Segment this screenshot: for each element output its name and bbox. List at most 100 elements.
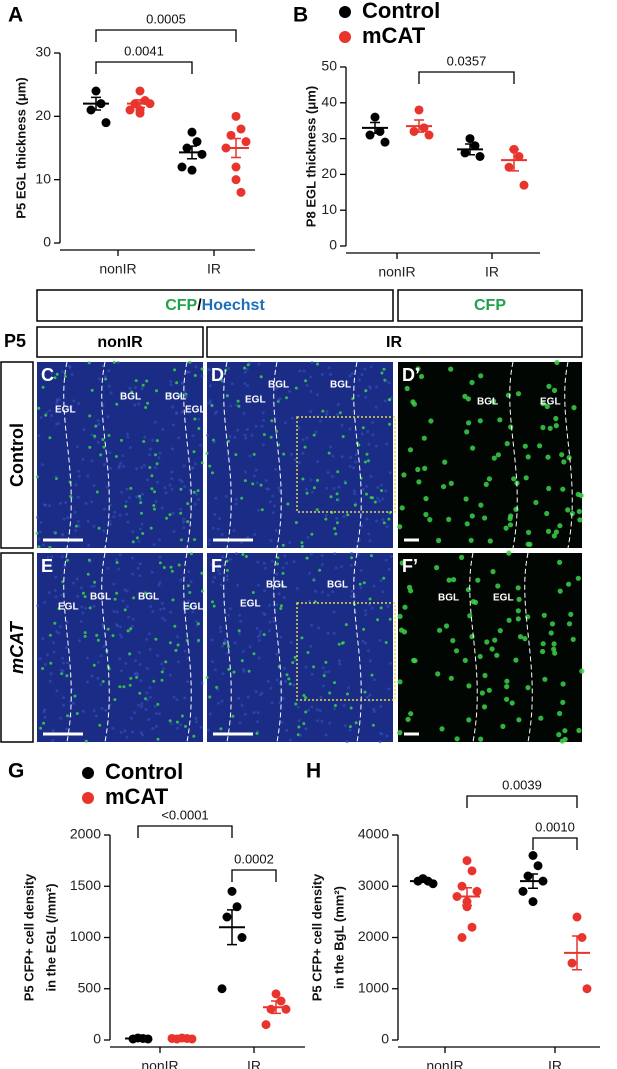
cell <box>554 359 560 366</box>
sem-bar <box>177 1037 187 1040</box>
cell <box>211 600 214 604</box>
significance-bracket <box>231 869 277 882</box>
significance-bracket <box>466 795 578 808</box>
cell <box>515 585 521 591</box>
cell <box>69 495 73 498</box>
cell <box>41 637 45 640</box>
cell <box>405 716 411 722</box>
cell <box>81 611 85 615</box>
cell <box>316 719 320 723</box>
cell <box>130 390 134 394</box>
cell <box>448 366 454 372</box>
cell <box>129 486 133 490</box>
data-point <box>125 105 135 115</box>
cell <box>275 678 279 682</box>
cell <box>270 419 274 423</box>
cell <box>169 380 173 383</box>
cell <box>513 657 519 663</box>
cell <box>156 480 160 484</box>
cell <box>212 440 216 444</box>
cell <box>182 464 186 468</box>
cell <box>517 634 524 640</box>
cell <box>200 367 204 371</box>
cell <box>93 580 97 584</box>
cell <box>93 434 97 438</box>
cell <box>188 591 192 594</box>
region-label: EGL <box>245 395 266 406</box>
cell <box>210 404 214 408</box>
cell <box>362 627 366 631</box>
cell <box>247 603 251 607</box>
cell <box>385 442 389 446</box>
data-point <box>192 137 202 147</box>
cell <box>486 687 492 693</box>
cell <box>227 439 230 443</box>
cell <box>153 420 157 424</box>
cell <box>130 556 134 560</box>
cell <box>87 558 91 562</box>
cell <box>384 558 388 562</box>
cell <box>211 526 215 530</box>
cell <box>545 454 551 460</box>
cell <box>81 591 85 595</box>
cell <box>446 577 452 583</box>
micrograph-panel: F’ BGL EGL <box>397 550 585 744</box>
cell <box>224 641 228 645</box>
cell <box>88 414 92 418</box>
cell <box>215 410 218 414</box>
sem-bar <box>133 1037 143 1040</box>
cell <box>145 667 149 670</box>
cell <box>314 430 318 434</box>
cell <box>289 641 293 645</box>
cell <box>171 447 174 451</box>
cell <box>88 606 92 610</box>
cell <box>139 731 143 735</box>
image <box>37 553 203 742</box>
cell <box>389 661 393 665</box>
cell <box>236 583 240 587</box>
cell <box>331 590 334 594</box>
cell <box>116 361 120 365</box>
cell <box>329 445 333 449</box>
cell <box>497 417 503 423</box>
region-label: BGL <box>327 580 348 591</box>
boundary <box>101 361 110 549</box>
cell <box>76 520 80 523</box>
cell <box>75 577 79 581</box>
cell <box>73 694 77 698</box>
cell <box>262 561 266 565</box>
cell <box>276 556 280 560</box>
cell <box>44 413 48 417</box>
legend-label: mCAT <box>362 23 426 48</box>
y-axis-label: P5 EGL thickness (μm) <box>13 77 28 218</box>
cell <box>124 662 128 665</box>
data-point <box>281 1004 291 1014</box>
cell <box>324 733 328 737</box>
cell <box>241 553 245 556</box>
cell <box>101 680 105 683</box>
cell <box>133 711 137 715</box>
y-tick-label: 1500 <box>70 877 101 893</box>
cell <box>109 522 112 526</box>
cell <box>504 678 510 684</box>
cell <box>137 703 141 707</box>
cell <box>284 679 288 683</box>
cell <box>303 445 307 449</box>
cell <box>254 424 258 428</box>
cell <box>540 641 546 647</box>
cell <box>158 451 162 455</box>
cell <box>385 734 389 738</box>
cell <box>179 507 183 511</box>
cell <box>46 556 50 560</box>
cell <box>387 381 391 385</box>
cell <box>95 490 99 494</box>
cell <box>120 490 124 494</box>
cell <box>48 633 52 637</box>
cell <box>305 436 309 440</box>
cell <box>212 604 216 608</box>
cell <box>515 616 521 622</box>
cell <box>491 455 497 461</box>
cell <box>194 716 198 720</box>
p-value: 0.0039 <box>502 777 542 792</box>
